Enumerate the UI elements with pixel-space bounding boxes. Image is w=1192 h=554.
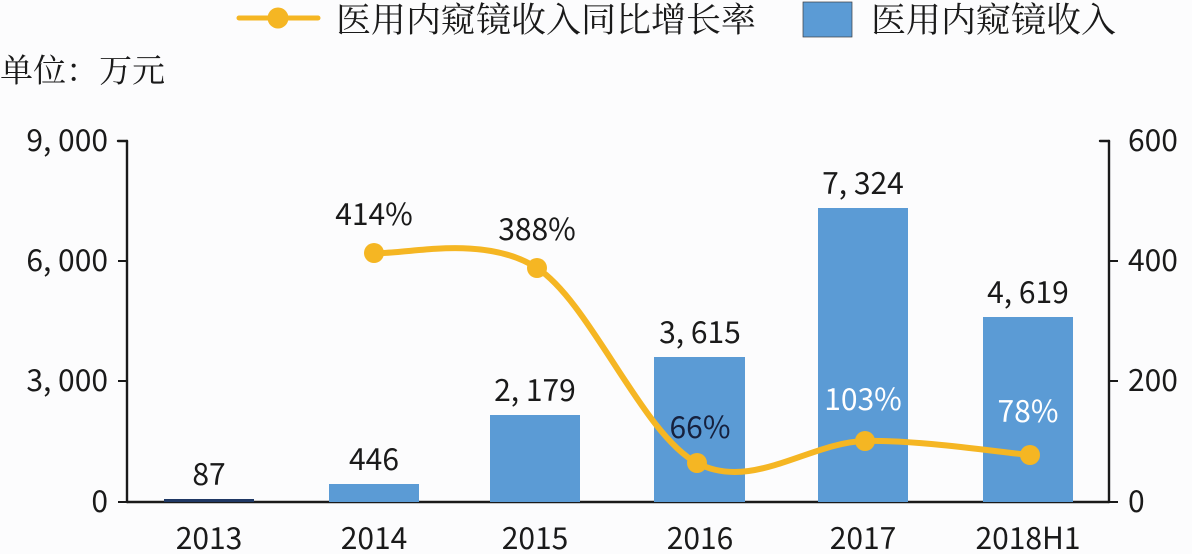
- svg-text:414%: 414%: [335, 190, 413, 234]
- svg-text:103%: 103%: [824, 375, 902, 419]
- svg-text:87: 87: [192, 450, 225, 494]
- svg-text:0: 0: [1128, 477, 1145, 521]
- svg-text:医用内窥镜收入: 医用内窥镜收入: [871, 0, 1116, 43]
- svg-text:3, 615: 3, 615: [659, 308, 741, 352]
- svg-text:200: 200: [1128, 356, 1178, 400]
- svg-text:单位：万元: 单位：万元: [0, 45, 165, 92]
- svg-text:78%: 78%: [998, 387, 1059, 431]
- svg-text:6, 000: 6, 000: [26, 236, 108, 280]
- svg-text:医用内窥镜收入同比增长率: 医用内窥镜收入同比增长率: [336, 0, 756, 43]
- svg-text:2018H1: 2018H1: [975, 514, 1080, 554]
- svg-text:2016: 2016: [667, 514, 734, 554]
- svg-text:0: 0: [91, 477, 108, 521]
- svg-text:3, 000: 3, 000: [26, 356, 108, 400]
- svg-text:600: 600: [1128, 116, 1178, 160]
- svg-text:7, 324: 7, 324: [822, 159, 904, 203]
- svg-text:446: 446: [349, 435, 399, 479]
- svg-text:2015: 2015: [502, 514, 569, 554]
- svg-text:2013: 2013: [176, 514, 243, 554]
- svg-text:388%: 388%: [498, 205, 576, 249]
- svg-text:2014: 2014: [341, 514, 408, 554]
- svg-text:400: 400: [1128, 236, 1178, 280]
- svg-text:4, 619: 4, 619: [987, 268, 1069, 312]
- svg-text:2017: 2017: [830, 514, 897, 554]
- svg-text:9, 000: 9, 000: [26, 116, 108, 160]
- svg-text:66%: 66%: [670, 403, 731, 447]
- svg-text:2, 179: 2, 179: [494, 366, 576, 410]
